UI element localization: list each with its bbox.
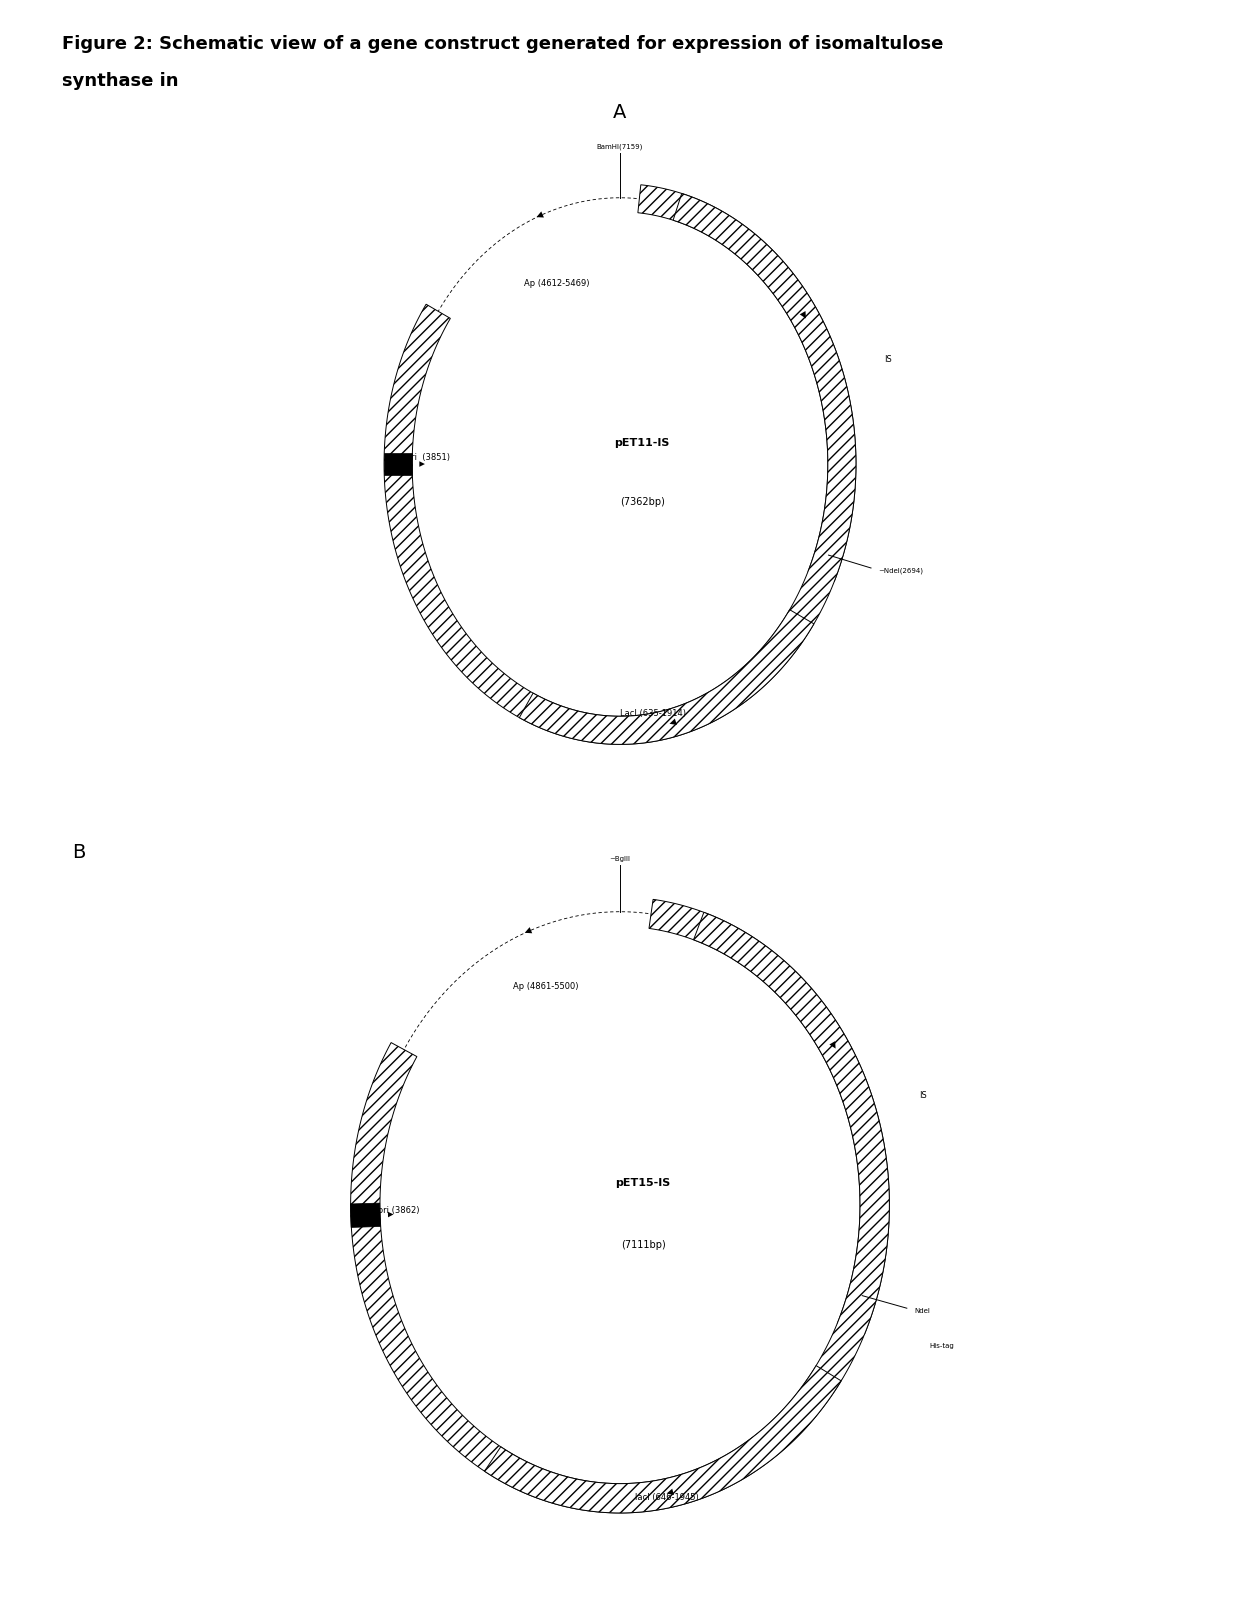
Text: (7362bp): (7362bp) [620,497,665,506]
Polygon shape [520,611,813,746]
Text: B: B [72,842,86,861]
Polygon shape [649,900,889,1335]
Text: His-tag: His-tag [929,1342,954,1348]
Text: ~BglII: ~BglII [610,855,630,861]
Text: synthase in: synthase in [62,72,185,90]
Polygon shape [637,186,856,582]
Text: IS: IS [919,1091,928,1099]
Polygon shape [351,913,889,1514]
Text: NdeI: NdeI [914,1308,930,1313]
Text: pET11-IS: pET11-IS [615,437,670,448]
Text: A: A [614,103,626,122]
Text: ori (3862): ori (3862) [378,1205,419,1215]
Text: ori  (3851): ori (3851) [405,453,450,461]
Text: IS: IS [884,354,892,363]
Text: Figure 2: Schematic view of a gene construct generated for expression of isomalt: Figure 2: Schematic view of a gene const… [62,35,944,53]
Polygon shape [351,1204,381,1228]
Polygon shape [485,1366,841,1514]
Polygon shape [384,194,856,746]
Text: (7111bp): (7111bp) [621,1239,666,1249]
Text: lacI (646-1945): lacI (646-1945) [635,1493,698,1501]
Text: Ap (4612-5469): Ap (4612-5469) [525,280,589,288]
Text: LacI (635-1914): LacI (635-1914) [620,709,686,717]
Text: pET15-IS: pET15-IS [615,1176,671,1188]
Text: Ap (4861-5500): Ap (4861-5500) [513,982,579,990]
Polygon shape [384,453,412,476]
Text: ~NdeI(2694): ~NdeI(2694) [878,567,923,574]
Text: BamHI(7159): BamHI(7159) [596,143,644,149]
